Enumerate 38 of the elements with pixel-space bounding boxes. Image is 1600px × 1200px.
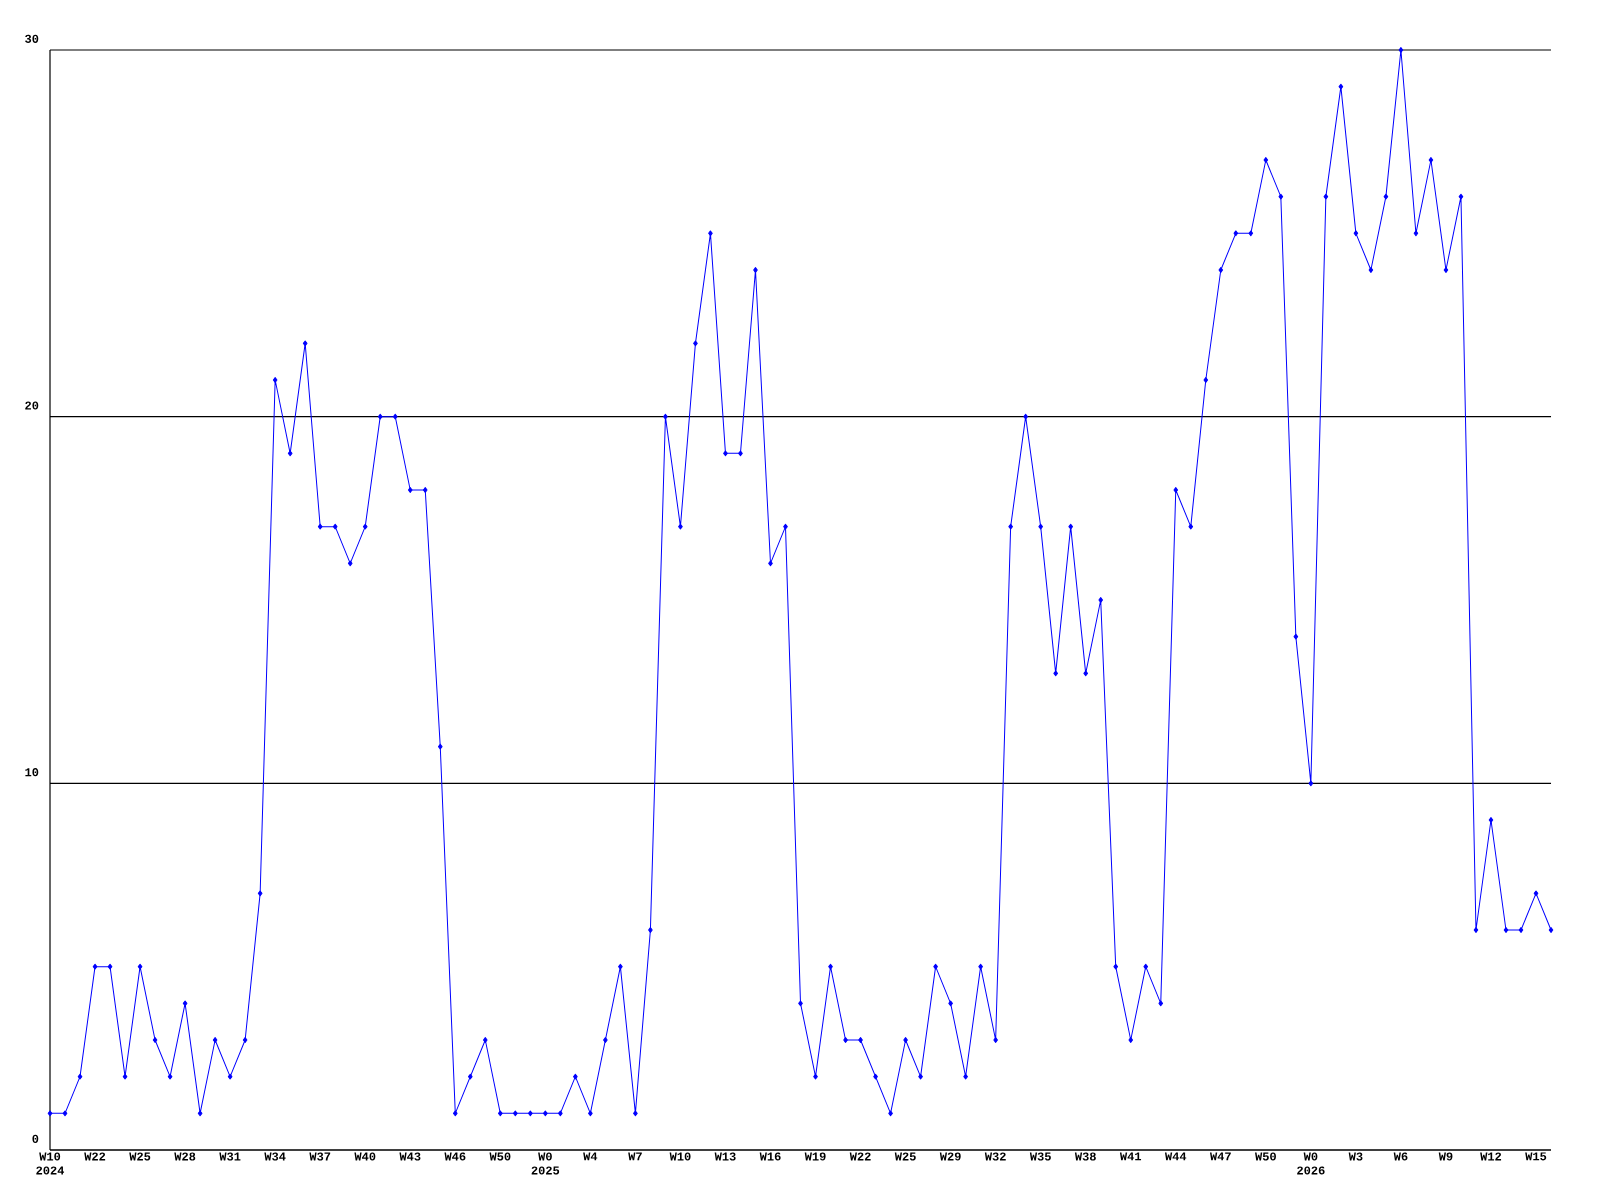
- y-tick-label: 0: [32, 1134, 39, 1143]
- x-tick-label: W40: [354, 1152, 376, 1161]
- x-tick-label: W47: [1209, 1152, 1231, 1161]
- x-tick-label: W13: [714, 1152, 736, 1161]
- y-tick-label: 30: [25, 34, 39, 43]
- x-tick-label: W15: [1525, 1152, 1547, 1161]
- x-tick-label: W3: [1348, 1152, 1363, 1161]
- x-tick-label: W12: [1480, 1152, 1502, 1161]
- x-tick-label: W43: [399, 1152, 421, 1161]
- y-tick-label: 20: [25, 401, 39, 410]
- x-tick-label: W7: [628, 1152, 642, 1161]
- x-tick-label: W41: [1119, 1152, 1142, 1161]
- x-tick-label: W0 2025: [531, 1152, 560, 1175]
- x-tick-label: W19: [804, 1152, 826, 1161]
- x-tick-label: W29: [939, 1152, 961, 1161]
- x-tick-label: W6: [1393, 1152, 1408, 1161]
- x-tick-label: W22: [84, 1152, 106, 1161]
- x-tick-label: W0 2026: [1297, 1152, 1325, 1175]
- x-tick-label: W10 2024: [36, 1152, 65, 1175]
- x-tick-label: W38: [1074, 1152, 1096, 1161]
- x-tick-label: W28: [174, 1152, 196, 1161]
- x-tick-label: W9: [1438, 1152, 1453, 1161]
- y-tick-label: 10: [25, 768, 39, 777]
- x-tick-label: W4: [583, 1152, 598, 1161]
- x-tick-label: W22: [849, 1152, 871, 1161]
- x-tick-label: W10: [669, 1152, 691, 1161]
- x-tick-label: W46: [444, 1152, 466, 1161]
- x-tick-label: W37: [309, 1152, 331, 1161]
- x-tick-label: W44: [1164, 1152, 1187, 1161]
- x-tick-label: W25: [129, 1152, 151, 1161]
- x-tick-label: W35: [1029, 1152, 1051, 1161]
- x-tick-label: W16: [759, 1152, 781, 1161]
- x-tick-label: W50: [1255, 1152, 1276, 1161]
- x-tick-label: W32: [984, 1152, 1006, 1161]
- x-tick-label: W25: [894, 1152, 916, 1161]
- x-tick-label: W31: [219, 1152, 241, 1161]
- x-tick-label: W50: [489, 1152, 511, 1161]
- x-tick-label: W34: [264, 1152, 286, 1161]
